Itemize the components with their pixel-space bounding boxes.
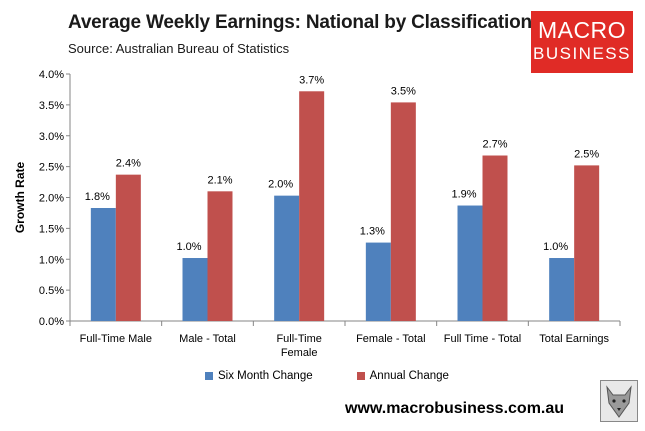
data-label: 2.4%: [116, 158, 141, 170]
y-tick-label: 3.5%: [39, 100, 64, 112]
bar-six-month: [182, 258, 208, 321]
y-tick-label: 1.5%: [39, 223, 64, 235]
y-tick-label: 3.0%: [39, 131, 64, 143]
x-tick-label: Female - Total: [356, 333, 426, 345]
x-tick-label: Female: [281, 347, 318, 359]
data-label: 2.0%: [268, 179, 293, 191]
x-tick-label: Male - Total: [179, 333, 236, 345]
x-tick-label: Full-Time: [276, 333, 321, 345]
data-label: 1.0%: [176, 241, 201, 253]
legend-item-six-month: Six Month Change: [205, 370, 313, 382]
bar-annual: [207, 191, 233, 321]
chart-subtitle: Source: Australian Bureau of Statistics: [68, 41, 290, 56]
y-tick-label: 0.0%: [39, 316, 64, 328]
bar-six-month: [90, 207, 116, 321]
bar-six-month: [549, 258, 575, 321]
legend-label-annual: Annual Change: [369, 370, 449, 382]
legend-swatch-annual: [356, 372, 365, 380]
wolf-head-icon: [600, 380, 638, 422]
data-label: 2.7%: [482, 139, 507, 151]
bar-annual: [299, 91, 325, 321]
bar-annual: [115, 174, 141, 321]
legend-swatch-six-month: [205, 372, 213, 380]
bar-annual: [390, 102, 416, 321]
logo-line-1: MACRO: [537, 17, 627, 43]
bar-annual: [482, 155, 508, 321]
data-label: 1.0%: [543, 241, 568, 253]
x-tick-label: Full Time - Total: [444, 333, 521, 345]
y-tick-label: 2.5%: [39, 162, 64, 174]
data-label: 2.5%: [574, 148, 599, 160]
chart-legend: Six Month Change Annual Change: [205, 370, 449, 382]
bar-six-month: [274, 195, 300, 321]
data-label: 1.9%: [451, 189, 476, 201]
data-label: 3.7%: [299, 74, 324, 86]
bar-six-month: [457, 205, 483, 321]
data-label: 1.3%: [360, 226, 385, 238]
data-label: 3.5%: [391, 85, 416, 97]
y-tick-label: 0.5%: [39, 285, 64, 297]
y-axis-label: Growth Rate: [13, 162, 27, 234]
y-tick-label: 4.0%: [39, 69, 64, 81]
logo-line-2: BUSINESS: [533, 44, 631, 63]
data-label: 2.1%: [207, 174, 232, 186]
y-tick-label: 1.0%: [39, 254, 64, 266]
x-tick-label: Total Earnings: [539, 333, 609, 345]
macrobusiness-logo: MACRO BUSINESS: [531, 11, 633, 73]
y-tick-label: 2.0%: [39, 193, 64, 205]
x-tick-label: Full-Time Male: [80, 333, 152, 345]
legend-label-six-month: Six Month Change: [218, 370, 313, 382]
legend-item-annual: Annual Change: [356, 370, 449, 382]
bar-annual: [574, 165, 600, 321]
chart-title: Average Weekly Earnings: National by Cla…: [68, 12, 532, 33]
bar-six-month: [365, 242, 391, 321]
website-url: www.macrobusiness.com.au: [345, 400, 565, 417]
data-label: 1.8%: [85, 191, 110, 203]
